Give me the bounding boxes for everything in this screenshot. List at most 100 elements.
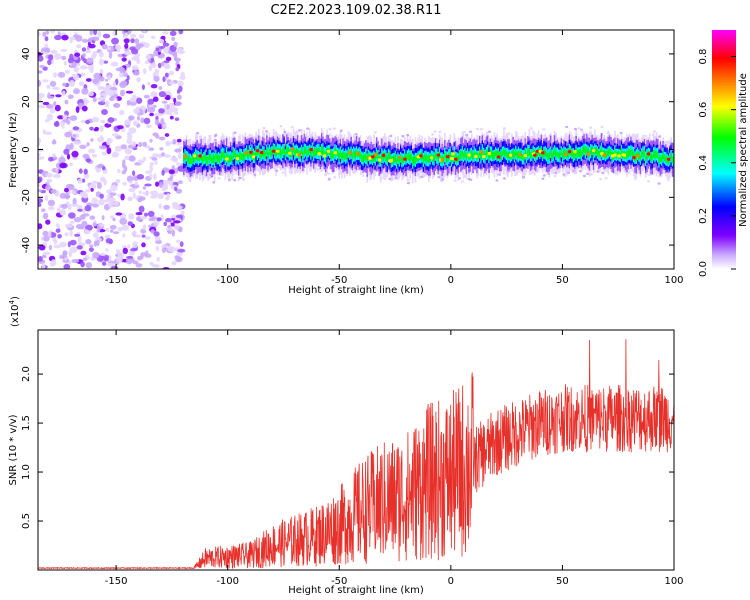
noise-speckle bbox=[139, 216, 147, 220]
noise-speckle bbox=[107, 117, 115, 123]
noise-speckle bbox=[80, 261, 85, 268]
signal-band-cell bbox=[287, 147, 290, 154]
noise-speckle bbox=[38, 70, 43, 74]
noise-speckle bbox=[146, 124, 152, 129]
noise-speckle bbox=[136, 43, 144, 48]
noise-speckle bbox=[119, 109, 125, 116]
noise-speckle bbox=[88, 43, 96, 49]
spectrogram-x-tick-label: 50 bbox=[556, 275, 569, 286]
signal-band-cell bbox=[395, 158, 398, 165]
noise-speckle bbox=[91, 36, 100, 42]
signal-band-cell bbox=[189, 157, 192, 165]
signal-peak bbox=[317, 152, 322, 156]
noise-speckle bbox=[103, 257, 109, 262]
noise-speckle bbox=[57, 71, 66, 78]
noise-speckle bbox=[42, 31, 47, 37]
noise-speckle bbox=[38, 138, 41, 145]
signal-band-cell bbox=[650, 153, 652, 162]
noise-speckle bbox=[89, 30, 93, 36]
signal-speckle bbox=[279, 125, 283, 128]
noise-speckle bbox=[101, 151, 108, 156]
noise-speckle bbox=[89, 244, 94, 248]
signal-speckle bbox=[339, 129, 343, 132]
noise-speckle bbox=[159, 147, 164, 151]
signal-band-cell bbox=[461, 150, 464, 157]
noise-speckle bbox=[134, 181, 138, 186]
noise-speckle bbox=[62, 114, 68, 120]
signal-peak bbox=[450, 157, 455, 161]
noise-speckle bbox=[152, 153, 159, 158]
signal-speckle bbox=[316, 168, 320, 171]
noise-speckle bbox=[78, 81, 85, 87]
noise-speckle bbox=[176, 239, 181, 243]
signal-band-cell bbox=[665, 155, 667, 162]
signal-speckle bbox=[295, 130, 299, 133]
noise-speckle bbox=[61, 34, 69, 41]
signal-speckle bbox=[394, 174, 398, 177]
signal-peak bbox=[573, 150, 578, 154]
signal-speckle bbox=[547, 172, 551, 175]
signal-band-cell bbox=[544, 149, 547, 157]
signal-peak bbox=[356, 152, 361, 156]
noise-speckle bbox=[97, 136, 105, 143]
signal-band-cell bbox=[196, 154, 198, 160]
noise-speckle bbox=[179, 75, 186, 80]
noise-speckle bbox=[124, 32, 128, 38]
signal-speckle bbox=[227, 178, 231, 181]
noise-speckle bbox=[171, 260, 177, 266]
noise-speckle bbox=[142, 186, 147, 190]
signal-band-cell bbox=[272, 145, 275, 153]
noise-speckle bbox=[38, 97, 42, 103]
noise-speckle bbox=[124, 119, 132, 126]
noise-speckle bbox=[113, 103, 120, 108]
signal-band-cell bbox=[219, 155, 221, 164]
signal-band-cell bbox=[263, 150, 265, 158]
signal-band-cell bbox=[472, 153, 474, 160]
noise-speckle bbox=[169, 174, 174, 180]
signal-band-cell bbox=[497, 150, 500, 159]
noise-speckle bbox=[149, 112, 154, 117]
signal-band-cell bbox=[394, 154, 397, 163]
noise-speckle bbox=[49, 80, 57, 87]
noise-speckle bbox=[77, 208, 83, 212]
noise-speckle bbox=[46, 178, 53, 183]
signal-band-cell bbox=[304, 146, 307, 154]
noise-speckle bbox=[167, 108, 174, 113]
noise-speckle bbox=[116, 96, 122, 101]
noise-speckle bbox=[153, 231, 160, 237]
signal-band-cell bbox=[363, 153, 366, 161]
noise-speckle bbox=[85, 119, 90, 125]
signal-band-cell bbox=[386, 156, 389, 163]
noise-speckle bbox=[106, 262, 115, 267]
signal-speckle bbox=[460, 180, 464, 183]
signal-peak bbox=[467, 153, 472, 157]
signal-band-cell bbox=[425, 155, 427, 162]
signal-band-cell bbox=[286, 146, 288, 155]
signal-speckle bbox=[572, 169, 576, 172]
noise-speckle bbox=[42, 101, 50, 106]
spectrogram-x-tick-label: -100 bbox=[216, 275, 239, 286]
signal-speckle bbox=[580, 129, 584, 133]
signal-speckle bbox=[298, 129, 301, 132]
signal-band-cell bbox=[267, 152, 269, 159]
signal-band-cell bbox=[661, 156, 663, 163]
signal-band-cell bbox=[651, 154, 654, 161]
noise-speckle bbox=[110, 215, 114, 219]
signal-band-cell bbox=[228, 155, 231, 163]
snr-y-tick-label: 2.0 bbox=[21, 366, 32, 382]
noise-speckle bbox=[84, 224, 93, 231]
noise-speckle bbox=[43, 212, 49, 220]
noise-speckle bbox=[85, 78, 92, 82]
noise-speckle bbox=[111, 133, 119, 137]
noise-speckle bbox=[38, 202, 42, 207]
noise-speckle bbox=[127, 221, 133, 227]
noise-speckle bbox=[127, 196, 133, 201]
noise-speckle bbox=[111, 37, 119, 45]
signal-band-cell bbox=[477, 153, 480, 160]
signal-peak bbox=[326, 149, 332, 153]
noise-speckle bbox=[131, 65, 139, 71]
signal-band-cell bbox=[552, 150, 555, 159]
signal-peak bbox=[225, 157, 230, 161]
colorbar-tick-label: 0.2 bbox=[698, 208, 709, 224]
noise-speckle bbox=[132, 260, 139, 265]
